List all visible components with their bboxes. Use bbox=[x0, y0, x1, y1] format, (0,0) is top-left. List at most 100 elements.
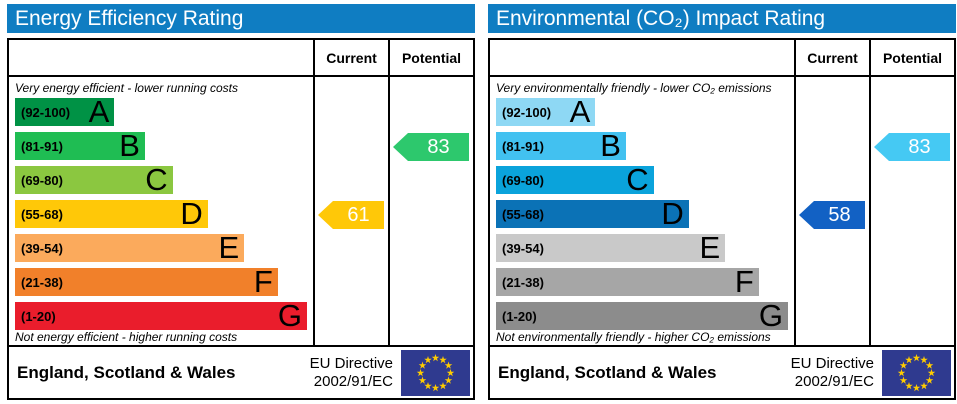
band-letter: C bbox=[145, 162, 168, 197]
band-letter: A bbox=[569, 94, 591, 129]
rating-chart: Very environmentally friendly - lower CO… bbox=[490, 77, 954, 345]
header-spacer bbox=[490, 40, 794, 75]
region-label: England, Scotland & Wales bbox=[498, 362, 717, 382]
band-range-label: (1-20) bbox=[21, 308, 56, 324]
rating-band-g: (1-20) G bbox=[15, 298, 307, 333]
band-letter: D bbox=[661, 196, 684, 231]
eu-directive-label: EU Directive 2002/91/EC bbox=[791, 355, 874, 390]
band-range-label: (69-80) bbox=[21, 172, 63, 188]
band-letter: A bbox=[88, 94, 110, 129]
band-range-label: (81-91) bbox=[502, 138, 544, 154]
rating-band-f: (21-38) F bbox=[496, 264, 788, 299]
arrow-head-icon bbox=[799, 201, 814, 229]
potential-rating-column: 83 bbox=[869, 77, 954, 345]
current-rating-column: 61 bbox=[313, 77, 388, 345]
current-rating-arrow: 61 bbox=[318, 201, 384, 229]
header-spacer bbox=[9, 40, 313, 75]
band-range-label: (92-100) bbox=[21, 104, 71, 120]
rating-band-e: (39-54) E bbox=[15, 232, 307, 263]
band-bar: (21-38) F bbox=[496, 264, 759, 299]
band-range-label: (21-38) bbox=[502, 274, 544, 290]
panel-title: Energy Efficiency Rating bbox=[7, 4, 475, 33]
band-range-label: (1-20) bbox=[502, 308, 537, 324]
rating-chart: Very energy efficient - lower running co… bbox=[9, 77, 473, 345]
current-rating-value: 61 bbox=[347, 203, 370, 226]
arrow-body: 61 bbox=[333, 201, 384, 229]
potential-rating-value: 83 bbox=[427, 135, 450, 158]
current-rating-value: 58 bbox=[828, 203, 851, 226]
rating-band-f: (21-38) F bbox=[15, 266, 307, 297]
rating-band-b: (81-91) B bbox=[15, 128, 307, 163]
band-bar: (39-54) E bbox=[496, 230, 726, 265]
eu-directive-line1: EU Directive bbox=[790, 355, 874, 373]
rating-band-c: (69-80) C bbox=[15, 162, 307, 197]
band-range-label: (39-54) bbox=[21, 240, 63, 256]
band-range-label: (39-54) bbox=[502, 240, 544, 256]
rating-band-e: (39-54) E bbox=[496, 230, 788, 265]
rating-band-c: (69-80) C bbox=[496, 162, 788, 197]
band-bar: (69-80) C bbox=[496, 162, 654, 197]
arrow-head-icon bbox=[318, 201, 333, 229]
rating-band-b: (81-91) B bbox=[496, 128, 788, 163]
top-caption: Very environmentally friendly - lower CO… bbox=[496, 81, 772, 95]
arrow-body: 83 bbox=[408, 133, 469, 161]
bottom-caption: Not environmentally friendly - higher CO… bbox=[496, 330, 771, 344]
band-letter: F bbox=[734, 264, 754, 299]
band-bar: (39-54) E bbox=[15, 232, 245, 263]
band-letter: G bbox=[277, 298, 302, 333]
rating-band-g: (1-20) G bbox=[496, 298, 788, 333]
rating-bands: (92-100) A (81-91) B (69-80) C (55-68) D (39-54)… bbox=[15, 94, 307, 333]
rating-band-d: (55-68) D bbox=[496, 196, 788, 231]
band-range-label: (55-68) bbox=[21, 206, 63, 222]
band-range-label: (81-91) bbox=[21, 138, 63, 154]
rating-table: Current Potential Very energy efficient … bbox=[7, 38, 475, 400]
rating-bands-area: Very environmentally friendly - lower CO… bbox=[490, 77, 794, 345]
environmental-impact-panel: Environmental (CO₂) Impact Rating Curren… bbox=[488, 4, 956, 400]
band-letter: G bbox=[758, 298, 783, 333]
band-bar: (55-68) D bbox=[15, 196, 208, 231]
current-rating-arrow: 58 bbox=[799, 201, 865, 229]
potential-rating-value: 83 bbox=[908, 135, 931, 158]
band-bar: (1-20) G bbox=[496, 298, 788, 333]
eu-flag-icon bbox=[882, 349, 951, 396]
eu-flag-icon bbox=[401, 349, 470, 396]
band-range-label: (69-80) bbox=[502, 172, 544, 188]
rating-bands: (92-100) A (81-91) B (69-80) C (55-68) D (39-54)… bbox=[496, 94, 788, 333]
band-bar: (92-100) A bbox=[496, 94, 596, 129]
table-footer: England, Scotland & Wales EU Directive 2… bbox=[9, 345, 473, 398]
rating-table: Current Potential Very environmentally f… bbox=[488, 38, 956, 400]
rating-band-d: (55-68) D bbox=[15, 196, 307, 231]
band-bar: (69-80) C bbox=[15, 162, 173, 197]
eu-directive-line2: 2002/91/EC bbox=[794, 372, 874, 390]
top-caption: Very energy efficient - lower running co… bbox=[15, 81, 238, 95]
band-letter: B bbox=[600, 128, 621, 163]
potential-column-header: Potential bbox=[869, 40, 954, 75]
rating-band-a: (92-100) A bbox=[496, 94, 788, 129]
rating-band-a: (92-100) A bbox=[15, 94, 307, 129]
band-bar: (1-20) G bbox=[15, 298, 307, 333]
arrow-head-icon bbox=[393, 133, 408, 161]
table-footer: England, Scotland & Wales EU Directive 2… bbox=[490, 345, 954, 398]
table-header: Current Potential bbox=[9, 40, 473, 77]
arrow-body: 58 bbox=[814, 201, 865, 229]
band-letter: B bbox=[119, 128, 140, 163]
panel-title: Environmental (CO₂) Impact Rating bbox=[488, 4, 956, 33]
current-rating-column: 58 bbox=[794, 77, 869, 345]
potential-column-header: Potential bbox=[388, 40, 473, 75]
table-header: Current Potential bbox=[490, 40, 954, 77]
potential-rating-arrow: 83 bbox=[393, 133, 469, 161]
band-letter: E bbox=[699, 230, 721, 265]
band-bar: (92-100) A bbox=[15, 94, 115, 129]
band-bar: (81-91) B bbox=[496, 128, 626, 163]
potential-rating-arrow: 83 bbox=[874, 133, 950, 161]
band-letter: D bbox=[180, 196, 203, 231]
band-bar: (81-91) B bbox=[15, 128, 145, 163]
band-bar: (55-68) D bbox=[496, 196, 689, 231]
potential-rating-column: 83 bbox=[388, 77, 473, 345]
arrow-head-icon bbox=[874, 133, 889, 161]
band-bar: (21-38) F bbox=[15, 266, 278, 297]
rating-bands-area: Very energy efficient - lower running co… bbox=[9, 77, 313, 345]
eu-directive-line2: 2002/91/EC bbox=[313, 372, 393, 390]
band-letter: C bbox=[626, 162, 649, 197]
